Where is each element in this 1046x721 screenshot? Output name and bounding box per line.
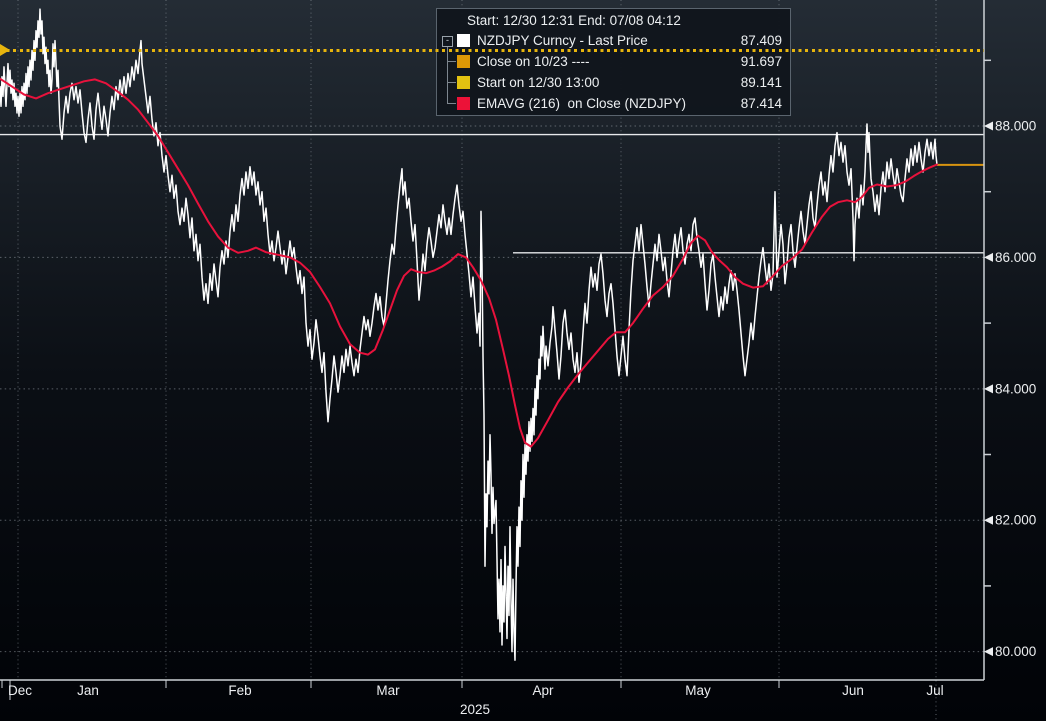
legend-value: 91.697	[740, 54, 782, 69]
legend-row-emavg[interactable]: EMAVG (216) on Close (NZDJPY) 87.414	[437, 93, 790, 114]
x-axis-month-label: Mar	[376, 683, 400, 698]
y-tick-arrow-icon	[984, 252, 993, 262]
x-axis-month-label: Jan	[77, 683, 99, 698]
y-axis-label: 86.000	[995, 250, 1036, 265]
legend-label: Start on 12/30 13:00	[477, 75, 600, 90]
legend-value: 89.141	[740, 75, 782, 90]
legend-tree-stub	[447, 103, 456, 104]
legend-row-close[interactable]: Close on 10/23 ---- 91.697	[437, 51, 790, 72]
x-axis-month-label: Feb	[228, 683, 251, 698]
legend-period: Start: 12/30 12:31 End: 07/08 04:12	[467, 13, 681, 28]
last-price-swatch-icon	[457, 34, 470, 47]
legend-value: 87.414	[740, 96, 782, 111]
legend-label: Close on 10/23 ----	[477, 54, 590, 69]
legend-tree-line	[447, 46, 448, 104]
emavg-line	[0, 77, 938, 448]
legend-panel[interactable]: Start: 12/30 12:31 End: 07/08 04:12 - NZ…	[436, 8, 791, 116]
legend-row-last-price[interactable]: NZDJPY Curncy - Last Price 87.409	[437, 30, 790, 51]
y-axis-label: 84.000	[995, 381, 1036, 396]
y-axis-label: 82.000	[995, 513, 1036, 528]
start-price-dotted-line	[0, 49, 984, 52]
y-tick-arrow-icon	[984, 121, 993, 131]
legend-tree-stub	[447, 82, 456, 83]
start-price-marker-icon	[0, 44, 10, 56]
x-axis-month-label: May	[685, 683, 711, 698]
start-line-swatch-icon	[457, 76, 470, 89]
y-axis-label: 88.000	[995, 119, 1036, 134]
x-axis-month-label: Apr	[532, 683, 554, 698]
legend-label: NZDJPY Curncy - Last Price	[477, 33, 648, 48]
x-axis-year-label: 2025	[460, 702, 490, 717]
x-axis-month-label: Jul	[926, 683, 943, 698]
legend-tree-stub	[447, 61, 456, 62]
price-line	[0, 8, 938, 661]
y-axis-label: 80.000	[995, 644, 1036, 659]
y-tick-arrow-icon	[984, 647, 993, 657]
x-axis-month-label: Jun	[842, 683, 864, 698]
emavg-swatch-icon	[457, 97, 470, 110]
legend-label: EMAVG (216) on Close (NZDJPY)	[477, 96, 687, 111]
legend-row-start[interactable]: Start on 12/30 13:00 89.141	[437, 72, 790, 93]
y-tick-arrow-icon	[984, 384, 993, 394]
close-line-swatch-icon	[457, 55, 470, 68]
legend-expander-icon[interactable]: -	[442, 36, 453, 47]
x-axis-month-label: Dec	[8, 683, 32, 698]
legend-value: 87.409	[740, 33, 782, 48]
y-tick-arrow-icon	[984, 515, 993, 525]
